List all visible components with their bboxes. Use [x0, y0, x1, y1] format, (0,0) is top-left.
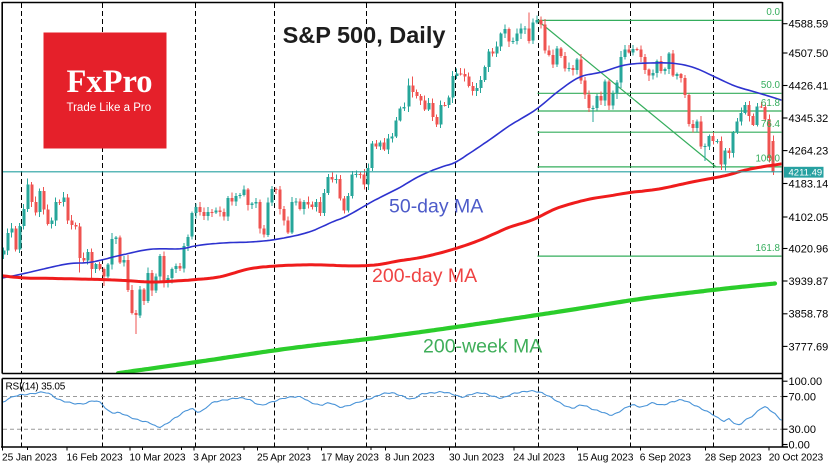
svg-text:4020.96: 4020.96	[789, 243, 829, 255]
svg-text:0.00: 0.00	[789, 439, 810, 451]
svg-text:Trade Like a Pro: Trade Like a Pro	[67, 102, 152, 114]
svg-text:FxPro: FxPro	[67, 64, 153, 100]
svg-text:70.00: 70.00	[789, 391, 817, 403]
svg-text:17 May 2023: 17 May 2023	[321, 453, 379, 464]
svg-text:0.0: 0.0	[766, 7, 780, 18]
svg-text:3939.87: 3939.87	[789, 276, 829, 288]
svg-text:50-day MA: 50-day MA	[389, 196, 483, 218]
svg-text:4588.59: 4588.59	[789, 19, 829, 31]
svg-text:4507.50: 4507.50	[789, 48, 829, 60]
svg-text:100.0: 100.0	[755, 154, 780, 165]
svg-text:50.0: 50.0	[761, 80, 781, 91]
svg-text:30 Jun 2023: 30 Jun 2023	[449, 453, 504, 464]
svg-text:20 Oct 2023: 20 Oct 2023	[769, 453, 824, 464]
svg-text:100.00: 100.00	[789, 376, 823, 388]
svg-text:S&P 500, Daily: S&P 500, Daily	[283, 22, 446, 48]
svg-text:4345.32: 4345.32	[789, 113, 829, 125]
svg-text:6 Sep 2023: 6 Sep 2023	[640, 453, 692, 464]
svg-text:24 Jul 2023: 24 Jul 2023	[513, 453, 565, 464]
svg-text:4426.41: 4426.41	[789, 80, 829, 92]
svg-text:4102.05: 4102.05	[789, 212, 829, 224]
svg-text:16 Feb 2023: 16 Feb 2023	[67, 453, 124, 464]
svg-text:15 Aug 2023: 15 Aug 2023	[577, 453, 634, 464]
svg-text:28 Sep 2023: 28 Sep 2023	[705, 453, 762, 464]
svg-text:61.8: 61.8	[761, 98, 781, 109]
svg-text:200-day MA: 200-day MA	[372, 265, 477, 287]
svg-text:25 Jan 2023: 25 Jan 2023	[2, 453, 57, 464]
svg-text:161.8: 161.8	[755, 243, 780, 254]
svg-text:25 Apr 2023: 25 Apr 2023	[257, 453, 311, 464]
svg-text:4211.49: 4211.49	[789, 167, 823, 178]
svg-text:8 Jun 2023: 8 Jun 2023	[385, 453, 435, 464]
svg-text:3 Apr 2023: 3 Apr 2023	[193, 453, 242, 464]
svg-text:76.4: 76.4	[761, 119, 781, 130]
svg-text:RSI(14) 35.05: RSI(14) 35.05	[6, 382, 66, 393]
svg-text:3777.69: 3777.69	[789, 341, 829, 353]
svg-text:200-week MA: 200-week MA	[423, 336, 542, 358]
svg-text:4264.23: 4264.23	[789, 146, 829, 158]
svg-text:10 Mar 2023: 10 Mar 2023	[129, 453, 186, 464]
svg-text:3858.78: 3858.78	[789, 309, 829, 321]
svg-text:30.00: 30.00	[789, 424, 817, 436]
svg-text:4183.14: 4183.14	[789, 178, 829, 190]
